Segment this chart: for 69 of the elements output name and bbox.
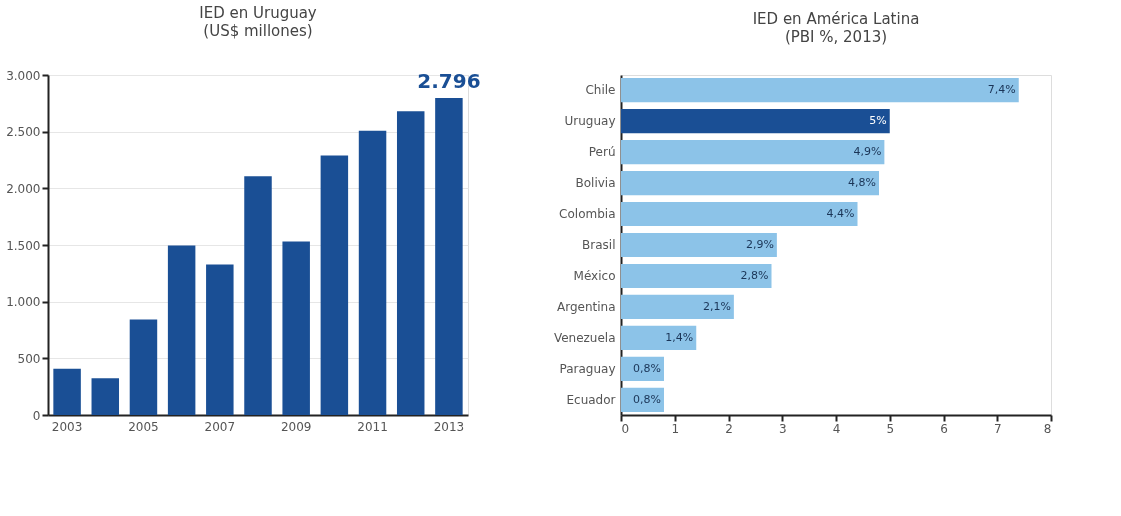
x-tick-label: 2009 <box>280 419 312 434</box>
bar <box>129 319 158 415</box>
x-tick-label: 6 <box>940 421 948 436</box>
x-tick-label: 8 <box>1043 421 1052 436</box>
x-tick-label: 2007 <box>204 419 236 434</box>
bar <box>53 368 81 415</box>
x-tick-label: 3 <box>778 421 787 436</box>
chart-title: IED en América Latina <box>752 10 920 28</box>
bar <box>435 98 463 415</box>
x-tick-label: 2013 <box>433 419 465 434</box>
x-tick-label: 0 <box>621 421 630 436</box>
y-tick-label: 1.500 <box>6 238 41 253</box>
x-tick-label: 2 <box>725 421 733 436</box>
data-label: 4,9% <box>853 145 882 159</box>
x-tick-label: 7 <box>993 421 1002 436</box>
x-tick-label: 5 <box>886 421 895 436</box>
bar <box>244 176 272 415</box>
bar <box>320 155 349 415</box>
bar <box>621 109 890 134</box>
data-label: 4,8% <box>848 176 876 190</box>
y-tick-label: Paraguay <box>559 361 616 376</box>
x-tick-label: 2003 <box>51 419 83 434</box>
data-label: 2,9% <box>745 238 774 251</box>
data-label: 1,4% <box>665 330 694 344</box>
y-tick-label: 0 <box>32 408 41 423</box>
data-label: 5% <box>869 114 887 128</box>
bar <box>206 264 234 415</box>
bar <box>621 170 879 196</box>
chart-title: IED en Uruguay <box>199 4 317 22</box>
y-tick-label: 2.500 <box>6 125 41 140</box>
y-tick-label: Colombia <box>559 207 616 222</box>
data-label: 7,4% <box>987 83 1016 97</box>
y-tick-label: México <box>573 268 616 283</box>
bar <box>358 130 387 415</box>
bar <box>91 378 120 415</box>
x-tick-label: 1 <box>671 421 680 436</box>
y-tick-label: Brasil <box>582 238 616 252</box>
bar <box>621 232 777 258</box>
y-tick-label: Perú <box>588 145 616 160</box>
y-tick-label: 500 <box>17 351 41 366</box>
bar <box>621 294 734 320</box>
y-tick-label: Chile <box>585 83 616 98</box>
y-tick-label: Ecuador <box>566 392 616 407</box>
bar <box>282 241 310 415</box>
x-tick-label: 2005 <box>128 419 159 434</box>
y-tick-label: 1.000 <box>6 295 41 310</box>
bar <box>621 201 858 227</box>
data-label: 0,8% <box>633 392 661 406</box>
bar <box>167 245 196 415</box>
bar <box>396 111 425 415</box>
x-tick-label: 4 <box>832 421 841 436</box>
data-label: 2,1% <box>702 299 731 313</box>
y-tick-label: 3.000 <box>6 68 41 83</box>
y-tick-label: Argentina <box>556 299 616 314</box>
data-label: 2,8% <box>740 268 769 282</box>
y-tick-label: Uruguay <box>564 114 616 129</box>
bar <box>621 78 1019 103</box>
y-tick-label: 2.000 <box>6 181 41 196</box>
data-label: 2.796 <box>417 69 481 94</box>
data-label: 0,8% <box>633 361 661 375</box>
y-tick-label: Bolivia <box>575 176 616 191</box>
bar <box>621 325 697 350</box>
bar <box>621 140 885 165</box>
y-tick-label: Venezuela <box>553 330 616 345</box>
chart-subtitle: (PBI %, 2013) <box>784 28 888 46</box>
chart-subtitle: (US$ millones) <box>203 22 313 40</box>
data-label: 4,4% <box>826 207 855 221</box>
x-tick-label: 2011 <box>357 419 388 434</box>
bar <box>621 263 772 289</box>
